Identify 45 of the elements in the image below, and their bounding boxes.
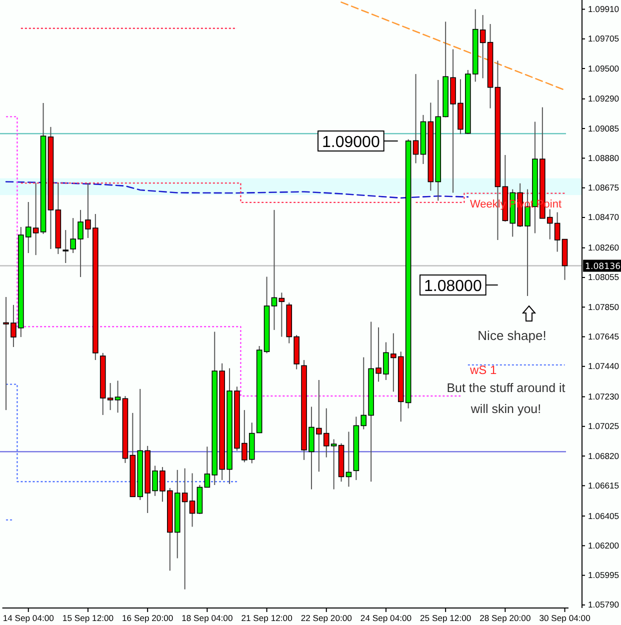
candlestick (278, 292, 285, 338)
annotation: But the stuff around it will skin you! (446, 381, 566, 416)
ref-line-label: 1.08136 (585, 262, 621, 272)
y-tick-label: 1.08260 (588, 242, 620, 253)
x-tick-label: 15 Sep 12:00 (62, 613, 114, 624)
y-tick-label: 1.07230 (588, 392, 620, 402)
annotation: Nice shape! (478, 328, 546, 343)
candlestick (114, 380, 121, 414)
annotation: wS 1 (469, 362, 498, 377)
x-tick-label: 30 Sep 04:00 (539, 613, 591, 624)
y-tick-label: 1.07645 (588, 332, 620, 342)
y-tick-label: 1.06405 (588, 510, 620, 521)
y-tick-label: 1.08880 (588, 152, 620, 163)
y-tick-label: 1.05995 (588, 570, 620, 580)
x-tick-label: 18 Sep 04:00 (182, 613, 233, 624)
y-tick-label: 1.07440 (588, 361, 620, 372)
x-tick-label: 21 Sep 12:00 (241, 613, 293, 624)
candlestick (346, 431, 352, 488)
y-tick-label: 1.09290 (588, 94, 620, 104)
candlestick (412, 74, 419, 164)
y-tick-label: 1.06200 (588, 540, 620, 550)
y-tick-label: 1.08055 (588, 272, 620, 282)
y-tick-label: 1.09085 (588, 123, 620, 134)
annotation: 1.09000 (322, 134, 380, 151)
y-tick-label: 1.09910 (588, 4, 620, 14)
x-tick-label: 14 Sep 04:00 (2, 613, 54, 624)
x-tick-label: 28 Sep 20:00 (480, 613, 531, 624)
y-tick-label: 1.05790 (588, 600, 620, 610)
y-tick-label: 1.09500 (588, 63, 620, 74)
y-tick-label: 1.06615 (588, 480, 620, 490)
candlestick (271, 209, 278, 330)
x-tick-label: 24 Sep 04:00 (360, 613, 412, 624)
y-tick-label: 1.07850 (588, 302, 620, 312)
y-tick-label: 1.06820 (588, 450, 620, 461)
candlestick (62, 230, 69, 264)
y-tick-label: 1.09705 (588, 34, 620, 44)
y-tick-label: 1.08675 (588, 182, 620, 193)
x-tick-label: 22 Sep 20:00 (300, 613, 352, 624)
y-tick-label: 1.07025 (588, 421, 620, 432)
annotation: 1.08000 (424, 278, 482, 295)
y-tick-label: 1.08470 (588, 212, 620, 222)
candlestick (189, 472, 196, 528)
x-tick-label: 16 Sep 20:00 (122, 613, 174, 624)
x-tick-label: 25 Sep 12:00 (420, 613, 472, 624)
line-series (5, 181, 469, 199)
